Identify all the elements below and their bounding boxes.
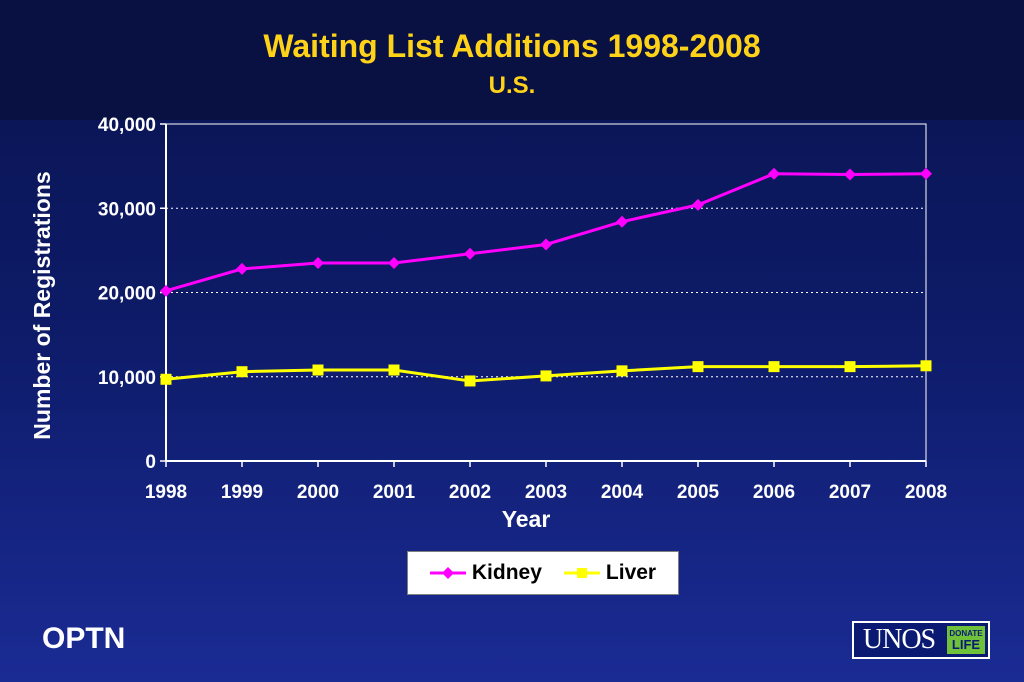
point-kidney-1999: [236, 262, 248, 275]
point-kidney-1998: [160, 284, 172, 297]
x-axis-label: Year: [502, 506, 551, 532]
y-tick-label-0: 0: [145, 452, 156, 473]
legend: Kidney Liver: [407, 551, 679, 595]
legend-liver-swatch: [563, 568, 600, 578]
point-liver-2004: [616, 365, 628, 377]
point-kidney-2007: [844, 168, 856, 181]
point-liver-2006: [768, 361, 780, 373]
legend-liver-label: Liver: [605, 561, 657, 584]
y-tick-label-1: 10,000: [98, 368, 156, 389]
x-tick-label-4: 2002: [449, 482, 491, 503]
x-tick-label-2: 2000: [297, 482, 339, 503]
point-kidney-2006: [768, 167, 780, 180]
point-liver-2000: [312, 364, 324, 376]
x-tick-label-8: 2006: [753, 482, 795, 503]
point-liver-1999: [236, 366, 248, 378]
chart-subtitle: U.S.: [488, 72, 536, 99]
x-tick-label-1: 1999: [221, 482, 263, 503]
legend-item-liver: Liver: [563, 561, 657, 585]
x-tick-label-6: 2004: [601, 482, 644, 503]
x-tick-label-7: 2005: [677, 482, 720, 503]
point-liver-2008: [920, 360, 932, 372]
point-kidney-2004: [616, 215, 628, 228]
point-liver-2007: [844, 361, 856, 373]
point-liver-2005: [692, 361, 704, 373]
y-tick-label-4: 40,000: [98, 115, 156, 136]
x-tick-label-5: 2003: [525, 482, 567, 503]
point-liver-2003: [540, 370, 552, 382]
unos-logo-text: UNOS: [862, 624, 936, 655]
point-kidney-2008: [920, 167, 932, 180]
x-tick-label-9: 2007: [829, 482, 871, 503]
title-band: [0, 0, 1024, 120]
point-kidney-2001: [388, 257, 400, 270]
point-liver-2002: [464, 375, 476, 387]
point-kidney-2005: [692, 198, 704, 211]
x-tick-label-10: 2008: [905, 482, 947, 503]
chart-title: Waiting List Additions 1998-2008: [263, 28, 761, 64]
point-kidney-2000: [312, 257, 324, 270]
legend-item-kidney: Kidney: [429, 561, 542, 585]
unos-logo: UNOS DONATE LIFE: [852, 621, 990, 659]
point-kidney-2002: [464, 247, 476, 260]
legend-kidney-label: Kidney: [471, 561, 542, 584]
optn-label: OPTN: [42, 622, 126, 655]
point-kidney-2003: [540, 238, 552, 251]
donate-life-line2: LIFE: [951, 636, 981, 652]
series-line-kidney: [165, 172, 927, 293]
y-axis-label: Number of Registrations: [29, 171, 55, 439]
y-tick-label-2: 20,000: [98, 284, 156, 305]
donate-life-badge: DONATE LIFE: [947, 626, 985, 654]
x-tick-label-0: 1998: [145, 482, 187, 503]
donate-life-line1: DONATE: [949, 628, 983, 638]
x-tick-label-3: 2001: [373, 482, 416, 503]
y-tick-label-3: 30,000: [98, 199, 156, 220]
point-liver-1998: [160, 373, 172, 385]
point-liver-2001: [388, 364, 400, 376]
legend-kidney-swatch: [429, 567, 466, 579]
